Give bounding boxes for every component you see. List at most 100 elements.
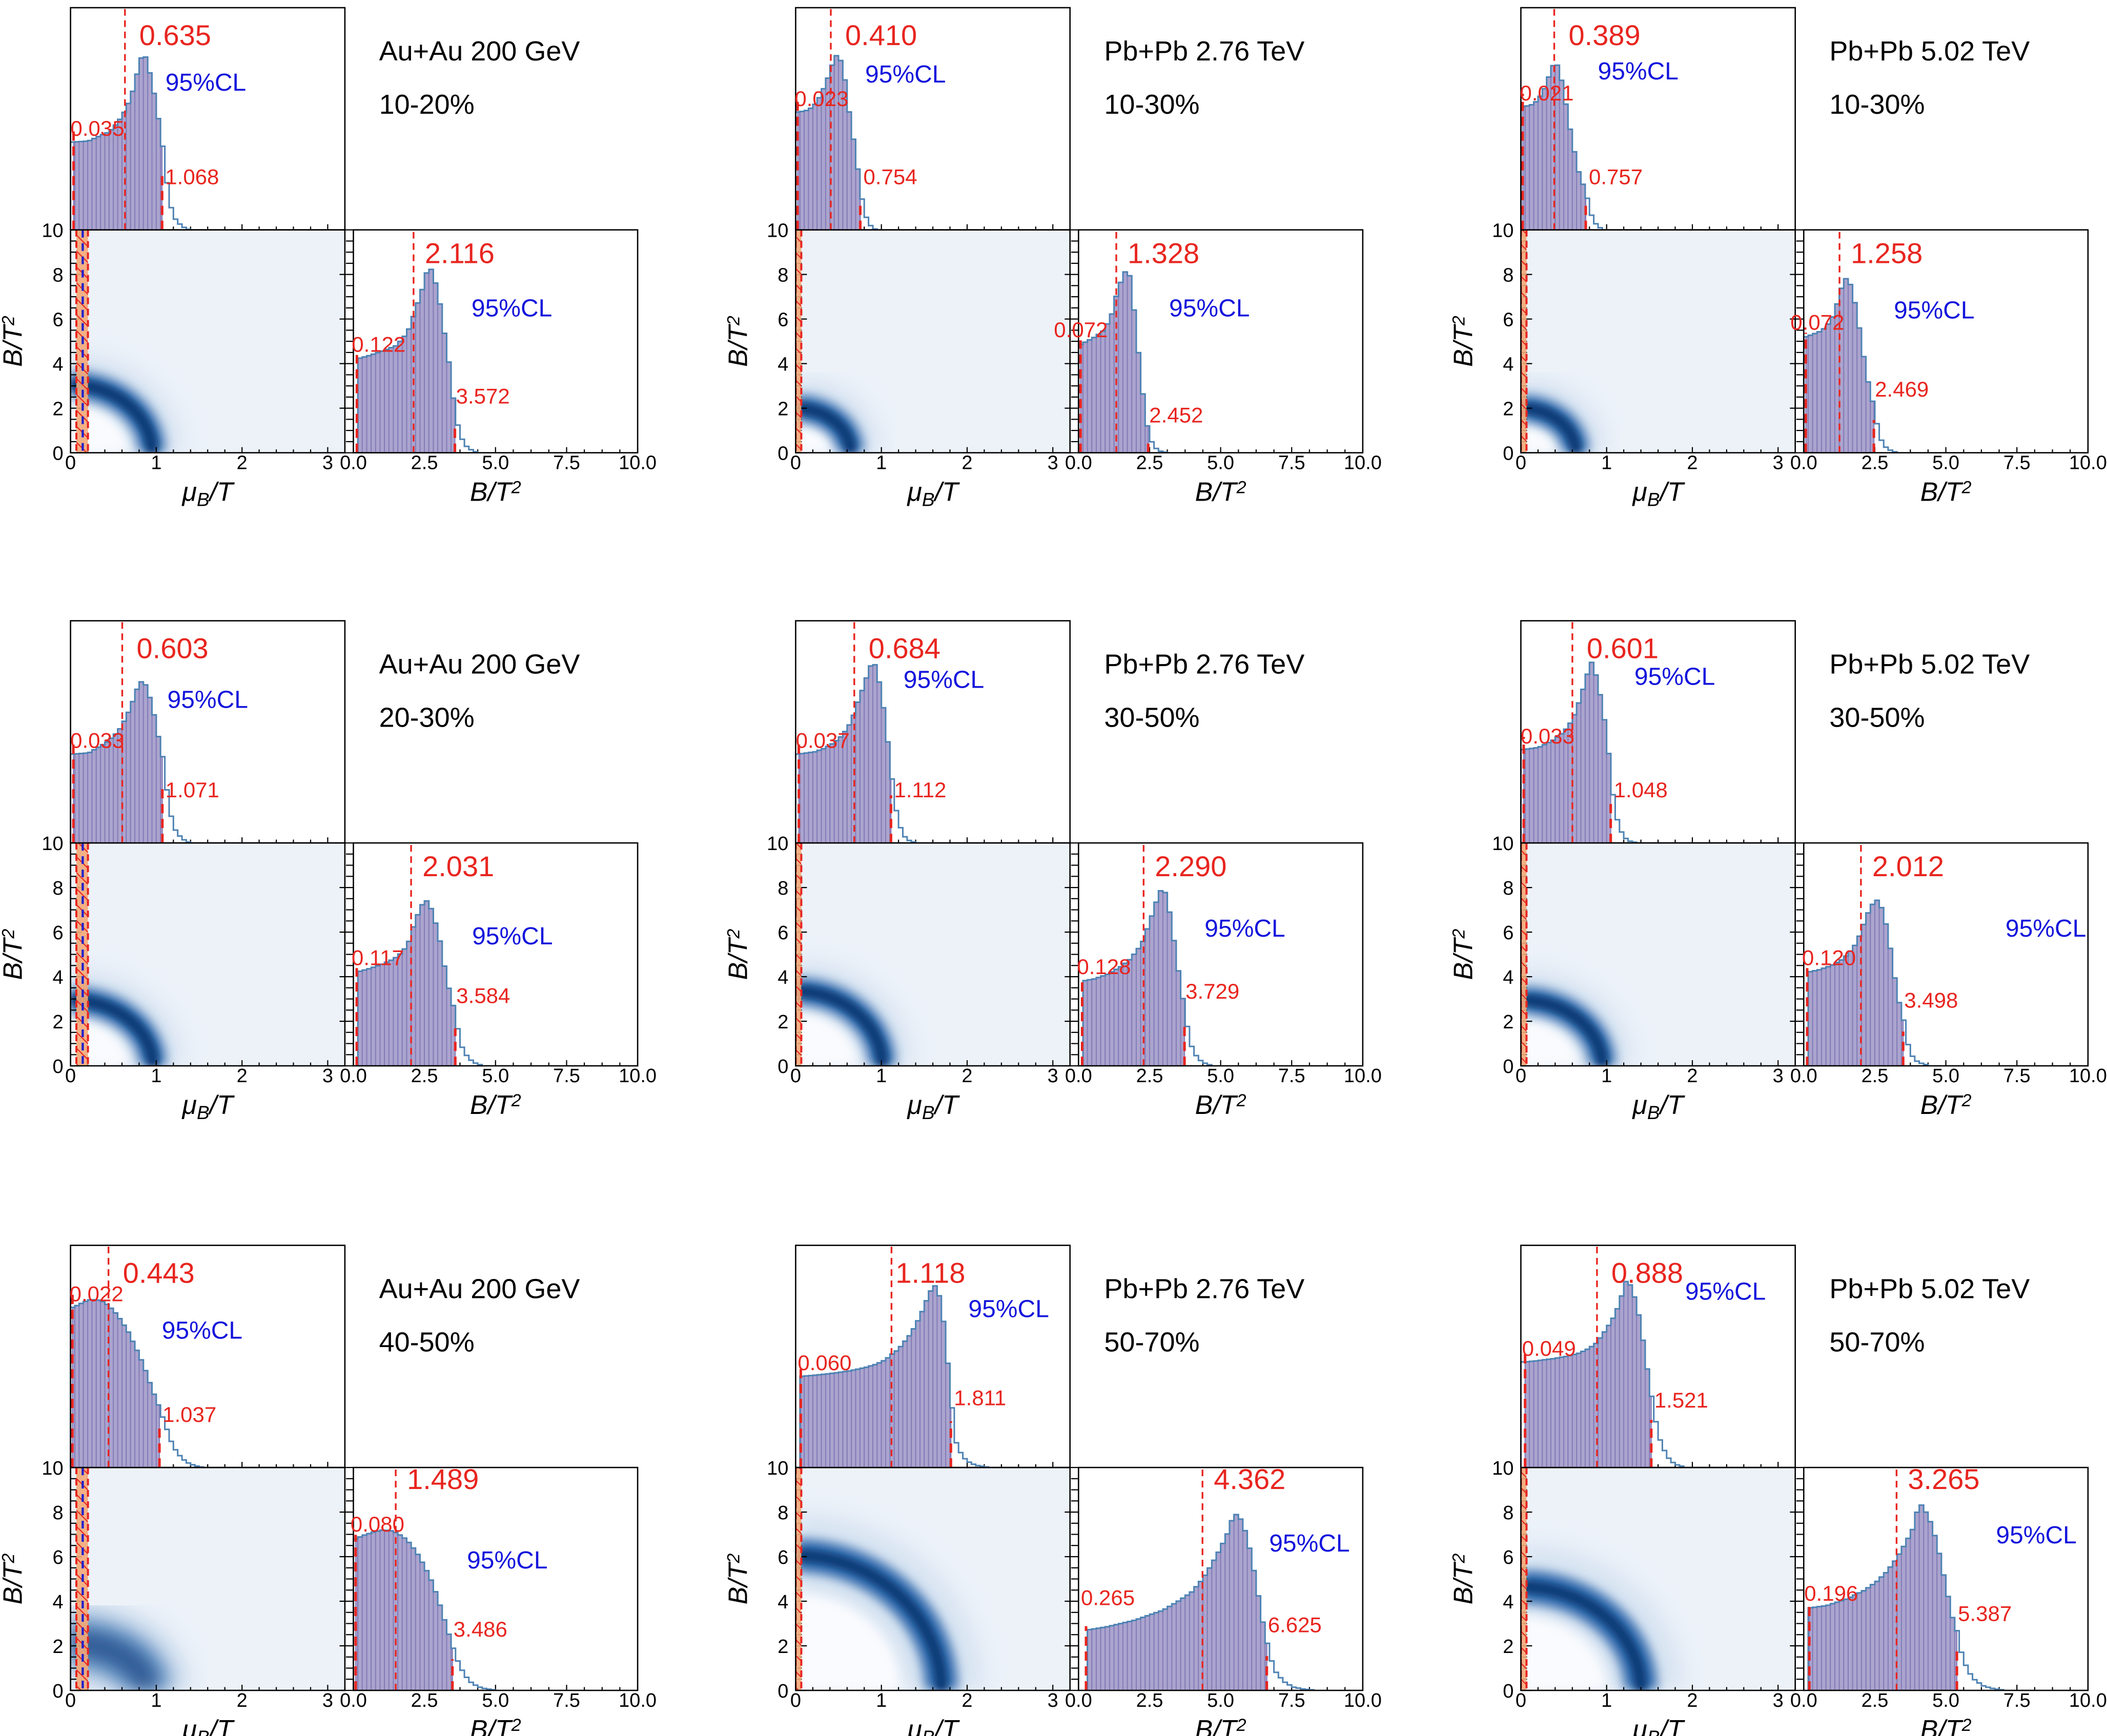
svg-text:0: 0: [1516, 1065, 1526, 1087]
svg-text:4: 4: [52, 354, 63, 376]
svg-text:0.601: 0.601: [1587, 632, 1659, 665]
svg-text:2.469: 2.469: [1875, 377, 1929, 401]
svg-text:0.196: 0.196: [1804, 1581, 1858, 1605]
svg-text:10: 10: [42, 220, 63, 242]
svg-text:2.5: 2.5: [1861, 452, 1889, 474]
svg-text:0.072: 0.072: [1790, 310, 1844, 334]
svg-text:7.5: 7.5: [1278, 1065, 1305, 1087]
svg-text:2: 2: [778, 399, 788, 420]
svg-text:95%CL: 95%CL: [1634, 664, 1715, 691]
svg-text:8: 8: [778, 265, 788, 286]
svg-text:95%CL: 95%CL: [2006, 915, 2086, 942]
svg-text:6: 6: [778, 922, 788, 944]
svg-text:0: 0: [1503, 443, 1513, 465]
svg-text:4: 4: [778, 354, 788, 376]
svg-text:40-50%: 40-50%: [379, 1327, 475, 1357]
svg-text:1.112: 1.112: [894, 778, 946, 802]
svg-text:0.410: 0.410: [845, 19, 917, 51]
svg-text:1: 1: [151, 1065, 161, 1087]
svg-text:0: 0: [1503, 1056, 1513, 1078]
svg-text:2: 2: [52, 399, 63, 420]
svg-text:50-70%: 50-70%: [1829, 1327, 1925, 1357]
svg-text:3.265: 3.265: [1908, 1463, 1979, 1495]
svg-text:30-50%: 30-50%: [1104, 702, 1199, 733]
svg-text:2.5: 2.5: [1136, 452, 1163, 474]
svg-text:3: 3: [1773, 1690, 1784, 1711]
svg-text:6: 6: [52, 922, 63, 944]
svg-text:7.5: 7.5: [553, 1690, 580, 1711]
svg-text:1.071: 1.071: [166, 778, 219, 802]
svg-text:8: 8: [1503, 878, 1513, 899]
svg-text:Au+Au 200 GeV: Au+Au 200 GeV: [379, 1273, 580, 1304]
svg-text:30-50%: 30-50%: [1829, 702, 1925, 733]
svg-text:10.0: 10.0: [1344, 452, 1382, 474]
svg-text:0.080: 0.080: [351, 1512, 404, 1536]
svg-text:Au+Au 200 GeV: Au+Au 200 GeV: [379, 649, 580, 680]
svg-text:8: 8: [52, 265, 63, 286]
svg-text:2.012: 2.012: [1872, 850, 1944, 882]
svg-text:Pb+Pb 2.76 TeV: Pb+Pb 2.76 TeV: [1104, 36, 1304, 67]
svg-text:20-30%: 20-30%: [379, 702, 475, 733]
svg-text:2.5: 2.5: [1136, 1690, 1163, 1711]
svg-text:2.5: 2.5: [1861, 1065, 1889, 1087]
svg-text:95%CL: 95%CL: [1269, 1530, 1349, 1557]
svg-text:10.0: 10.0: [1344, 1065, 1382, 1087]
svg-text:0.0: 0.0: [1065, 1690, 1092, 1711]
svg-text:4: 4: [778, 967, 788, 988]
svg-text:7.5: 7.5: [1278, 452, 1305, 474]
svg-text:2.5: 2.5: [411, 1065, 438, 1087]
svg-text:10: 10: [1492, 220, 1513, 242]
svg-text:95%CL: 95%CL: [1598, 58, 1679, 85]
svg-text:4: 4: [1503, 967, 1513, 988]
svg-text:95%CL: 95%CL: [1996, 1522, 2076, 1549]
svg-text:0.754: 0.754: [864, 165, 917, 189]
svg-text:10: 10: [42, 1458, 63, 1479]
svg-text:10: 10: [42, 833, 63, 855]
svg-text:0: 0: [52, 1681, 63, 1702]
svg-text:95%CL: 95%CL: [1894, 297, 1974, 324]
svg-text:5.0: 5.0: [1207, 1065, 1234, 1087]
svg-text:0.0: 0.0: [1790, 452, 1817, 474]
svg-text:B/T2: B/T2: [1920, 1715, 1972, 1736]
svg-text:6.625: 6.625: [1268, 1613, 1322, 1637]
svg-text:1: 1: [1601, 1065, 1612, 1087]
svg-text:μB/T: μB/T: [906, 478, 960, 510]
svg-text:4: 4: [778, 1592, 788, 1613]
svg-text:μB/T: μB/T: [181, 1090, 235, 1123]
svg-text:7.5: 7.5: [2003, 1065, 2031, 1087]
svg-text:0.023: 0.023: [794, 87, 848, 111]
svg-text:1.037: 1.037: [162, 1402, 216, 1427]
svg-text:0.0: 0.0: [340, 452, 367, 474]
svg-text:5.0: 5.0: [1932, 1065, 1959, 1087]
svg-text:6: 6: [1503, 922, 1513, 944]
svg-text:0.120: 0.120: [1802, 945, 1856, 969]
svg-text:95%CL: 95%CL: [166, 69, 246, 96]
svg-text:6: 6: [52, 1547, 63, 1568]
svg-text:0.128: 0.128: [1077, 955, 1131, 979]
svg-text:5.0: 5.0: [482, 1065, 509, 1087]
svg-text:8: 8: [1503, 1502, 1513, 1524]
svg-text:8: 8: [778, 878, 788, 899]
svg-text:10.0: 10.0: [619, 1065, 657, 1087]
svg-text:6: 6: [778, 309, 788, 331]
svg-text:3.572: 3.572: [456, 384, 510, 408]
svg-text:2: 2: [778, 1011, 788, 1033]
svg-text:10-30%: 10-30%: [1104, 89, 1199, 120]
svg-text:Au+Au 200 GeV: Au+Au 200 GeV: [379, 36, 580, 67]
svg-text:0: 0: [65, 1690, 76, 1711]
svg-text:0.0: 0.0: [1065, 452, 1092, 474]
svg-text:10.0: 10.0: [1344, 1690, 1382, 1711]
svg-text:95%CL: 95%CL: [904, 667, 984, 694]
svg-text:10.0: 10.0: [619, 452, 657, 474]
svg-text:1.048: 1.048: [1614, 778, 1668, 802]
svg-text:10.0: 10.0: [2069, 1690, 2107, 1711]
svg-text:1: 1: [876, 452, 887, 474]
svg-text:0.122: 0.122: [352, 333, 405, 357]
svg-text:2.5: 2.5: [411, 1690, 438, 1711]
svg-text:2.5: 2.5: [1861, 1690, 1889, 1711]
svg-text:2.452: 2.452: [1149, 403, 1203, 427]
svg-text:1.258: 1.258: [1851, 237, 1922, 270]
svg-text:95%CL: 95%CL: [168, 687, 248, 714]
svg-text:B/T2: B/T2: [470, 1715, 521, 1736]
svg-text:95%CL: 95%CL: [865, 61, 946, 88]
